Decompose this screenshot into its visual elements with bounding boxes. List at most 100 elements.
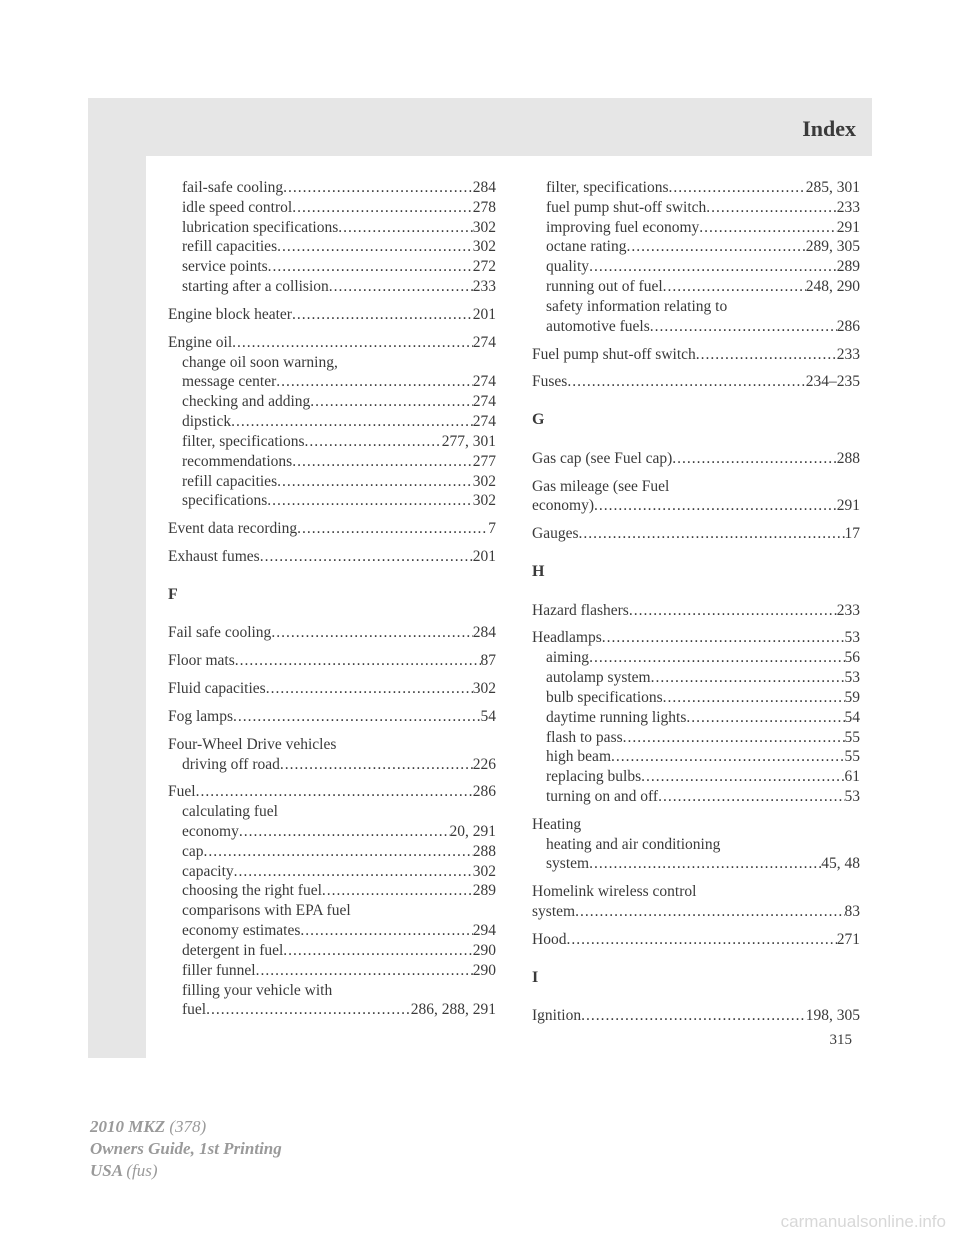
entry-page: 83	[845, 902, 861, 922]
entry-label: Fuel pump shut-off switch	[532, 345, 696, 365]
entry-page: 294	[473, 921, 496, 941]
watermark: carmanualsonline.info	[781, 1212, 946, 1232]
entry-page: 45, 48	[821, 854, 860, 874]
entry-page: 53	[845, 787, 861, 807]
leader-dots	[329, 277, 473, 297]
index-entry: fail-safe cooling 284	[168, 178, 496, 198]
page-number: 315	[830, 1032, 853, 1049]
entry-gap	[532, 620, 860, 628]
entry-label: checking and adding	[182, 392, 310, 412]
entry-label: Floor mats	[168, 651, 235, 671]
index-entry: economy) 291	[532, 496, 860, 516]
entry-label: lubrication specifications	[182, 218, 338, 238]
leader-dots	[239, 822, 450, 842]
index-entry: octane rating 289, 305	[532, 237, 860, 257]
entry-page: 233	[837, 601, 860, 621]
entry-page: 289	[473, 881, 496, 901]
index-entry: Gauges 17	[532, 524, 860, 544]
entry-page: 61	[845, 767, 861, 787]
entry-page: 59	[845, 688, 861, 708]
footer: 2010 MKZ (378) Owners Guide, 1st Printin…	[90, 1116, 282, 1182]
entry-label: fuel pump shut-off switch	[546, 198, 706, 218]
leader-dots	[256, 961, 473, 981]
entry-label: bulb specifications	[546, 688, 663, 708]
leader-dots	[297, 519, 488, 539]
index-entry: bulb specifications 59	[532, 688, 860, 708]
entry-page: 53	[845, 628, 861, 648]
leader-dots	[300, 921, 472, 941]
entry-label: Headlamps	[532, 628, 602, 648]
index-entry: Fog lamps 54	[168, 707, 496, 727]
entry-gap	[168, 297, 496, 305]
entry-label: filler funnel	[182, 961, 256, 981]
entry-label: Hood	[532, 930, 566, 950]
entry-label: driving off road	[182, 755, 280, 775]
entry-gap	[168, 671, 496, 679]
entry-label: filter, specifications	[182, 432, 304, 452]
entry-page: 286, 288, 291	[411, 1000, 496, 1020]
section-letter: H	[532, 562, 860, 582]
index-entry: quality 289	[532, 257, 860, 277]
entry-page: 274	[473, 392, 496, 412]
leader-dots	[338, 218, 473, 238]
entry-page: 274	[473, 372, 496, 392]
index-entry: Fluid capacities 302	[168, 679, 496, 699]
leader-dots	[267, 491, 473, 511]
entry-page: 302	[473, 862, 496, 882]
entry-page: 277, 301	[442, 432, 496, 452]
leader-dots	[581, 1006, 806, 1026]
index-entry: safety information relating to	[532, 297, 860, 317]
section-letter: I	[532, 968, 860, 988]
entry-label: octane rating	[546, 237, 626, 257]
entry-label: filling your vehicle with	[182, 981, 332, 1001]
index-entry: flash to pass 55	[532, 728, 860, 748]
index-entry: fuel pump shut-off switch 233	[532, 198, 860, 218]
entry-gap	[532, 364, 860, 372]
entry-label: idle speed control	[182, 198, 292, 218]
entry-label: starting after a collision	[182, 277, 329, 297]
leader-dots	[271, 623, 472, 643]
index-entry: starting after a collision 233	[168, 277, 496, 297]
leader-dots	[566, 930, 836, 950]
entry-page: 289, 305	[806, 237, 860, 257]
entry-page: 17	[845, 524, 861, 544]
index-entry: high beam 55	[532, 747, 860, 767]
leader-dots	[696, 345, 837, 365]
entry-page: 302	[473, 679, 496, 699]
entry-page: 278	[473, 198, 496, 218]
index-entry: specifications 302	[168, 491, 496, 511]
leader-dots	[641, 767, 844, 787]
index-entry: Ignition 198, 305	[532, 1006, 860, 1026]
entry-label: change oil soon warning,	[182, 353, 338, 373]
entry-page: 248, 290	[806, 277, 860, 297]
index-entry: filter, specifications 277, 301	[168, 432, 496, 452]
entry-label: Fail safe cooling	[168, 623, 271, 643]
index-entry: Event data recording 7	[168, 519, 496, 539]
index-entry: automotive fuels 286	[532, 317, 860, 337]
index-entry: Four-Wheel Drive vehicles	[168, 735, 496, 755]
leader-dots	[196, 782, 473, 802]
entry-gap	[168, 699, 496, 707]
index-entry: Fuses 234–235	[532, 372, 860, 392]
index-entry: driving off road 226	[168, 755, 496, 775]
entry-page: 56	[845, 648, 861, 668]
entry-page: 20, 291	[450, 822, 497, 842]
index-entry: dipstick 274	[168, 412, 496, 432]
index-entry: heating and air conditioning	[532, 835, 860, 855]
entry-label: message center	[182, 372, 276, 392]
index-entry: choosing the right fuel 289	[168, 881, 496, 901]
leader-dots	[280, 755, 473, 775]
entry-page: 289	[837, 257, 860, 277]
entry-label: service points	[182, 257, 268, 277]
entry-label: running out of fuel	[546, 277, 663, 297]
entry-gap	[532, 337, 860, 345]
index-entry: filter, specifications 285, 301	[532, 178, 860, 198]
index-entry: Engine block heater 201	[168, 305, 496, 325]
entry-label: economy estimates	[182, 921, 300, 941]
footer-line-1: 2010 MKZ (378)	[90, 1116, 282, 1138]
entry-label: refill capacities	[182, 472, 277, 492]
entry-page: 272	[473, 257, 496, 277]
index-entry: refill capacities 302	[168, 472, 496, 492]
entry-label: recommendations	[182, 452, 292, 472]
entry-gap	[168, 774, 496, 782]
